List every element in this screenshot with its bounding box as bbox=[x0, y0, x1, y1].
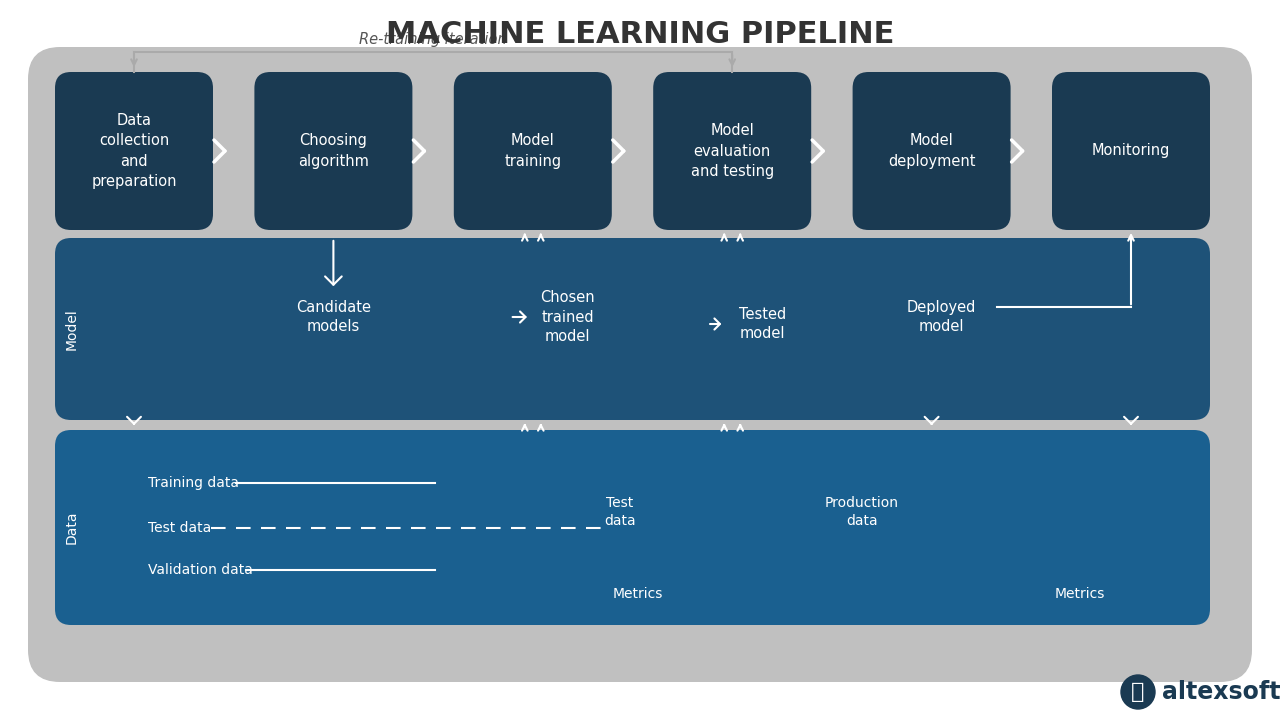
FancyBboxPatch shape bbox=[1052, 72, 1210, 230]
Text: Model: Model bbox=[65, 308, 79, 350]
Text: Model
training: Model training bbox=[504, 133, 562, 168]
FancyBboxPatch shape bbox=[454, 72, 612, 230]
Text: Metrics: Metrics bbox=[613, 587, 663, 600]
FancyBboxPatch shape bbox=[255, 72, 412, 230]
FancyBboxPatch shape bbox=[653, 72, 812, 230]
Circle shape bbox=[1121, 675, 1155, 709]
Text: MACHINE LEARNING PIPELINE: MACHINE LEARNING PIPELINE bbox=[385, 20, 895, 49]
Text: Validation data: Validation data bbox=[148, 563, 253, 577]
Text: Deployed
model: Deployed model bbox=[908, 300, 977, 334]
Text: Tested
model: Tested model bbox=[739, 307, 786, 341]
Text: altexsoft: altexsoft bbox=[1162, 680, 1280, 704]
FancyBboxPatch shape bbox=[55, 430, 1210, 625]
Text: Choosing
algorithm: Choosing algorithm bbox=[298, 133, 369, 168]
FancyBboxPatch shape bbox=[55, 72, 212, 230]
Text: Test
data: Test data bbox=[604, 496, 636, 528]
Text: Training data: Training data bbox=[148, 476, 239, 490]
FancyBboxPatch shape bbox=[28, 47, 1252, 682]
Text: Production
data: Production data bbox=[826, 496, 899, 528]
Text: Metrics: Metrics bbox=[1055, 587, 1105, 600]
Text: Monitoring: Monitoring bbox=[1092, 143, 1170, 158]
Text: Model
evaluation
and testing: Model evaluation and testing bbox=[691, 123, 774, 179]
Text: Chosen
trained
model: Chosen trained model bbox=[540, 289, 595, 344]
Text: Data: Data bbox=[65, 510, 79, 544]
Text: Test data: Test data bbox=[148, 521, 211, 534]
Text: Re-training iteration: Re-training iteration bbox=[360, 32, 507, 47]
FancyBboxPatch shape bbox=[55, 238, 1210, 420]
Text: Data
collection
and
preparation: Data collection and preparation bbox=[91, 113, 177, 189]
Text: Model
deployment: Model deployment bbox=[888, 133, 975, 168]
Text: Candidate
models: Candidate models bbox=[296, 300, 371, 334]
Text: ⓐ: ⓐ bbox=[1132, 682, 1144, 702]
FancyBboxPatch shape bbox=[852, 72, 1011, 230]
